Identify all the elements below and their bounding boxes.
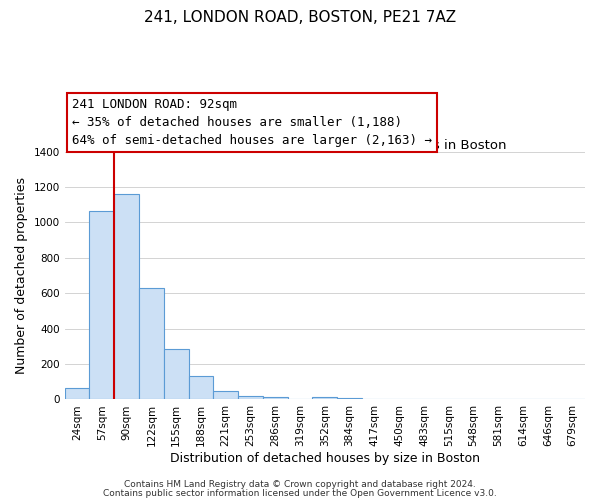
Text: Contains HM Land Registry data © Crown copyright and database right 2024.: Contains HM Land Registry data © Crown c…	[124, 480, 476, 489]
Bar	[139, 288, 164, 400]
Text: Contains public sector information licensed under the Open Government Licence v3: Contains public sector information licen…	[103, 488, 497, 498]
Y-axis label: Number of detached properties: Number of detached properties	[15, 177, 28, 374]
Bar	[65, 388, 89, 400]
Bar	[313, 397, 337, 400]
Bar	[214, 391, 238, 400]
Bar	[188, 376, 214, 400]
Title: Size of property relative to detached houses in Boston: Size of property relative to detached ho…	[143, 138, 506, 151]
Bar	[337, 398, 362, 400]
Text: 241 LONDON ROAD: 92sqm
← 35% of detached houses are smaller (1,188)
64% of semi-: 241 LONDON ROAD: 92sqm ← 35% of detached…	[73, 98, 433, 146]
Bar	[114, 194, 139, 400]
Text: 241, LONDON ROAD, BOSTON, PE21 7AZ: 241, LONDON ROAD, BOSTON, PE21 7AZ	[144, 10, 456, 25]
X-axis label: Distribution of detached houses by size in Boston: Distribution of detached houses by size …	[170, 452, 480, 465]
Bar	[238, 396, 263, 400]
Bar	[164, 349, 188, 400]
Bar	[263, 397, 287, 400]
Bar	[89, 211, 114, 400]
